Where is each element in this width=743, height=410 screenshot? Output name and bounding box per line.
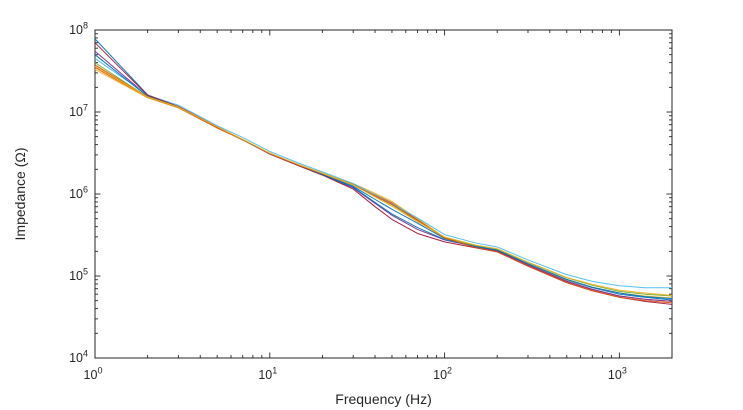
y-tick-label: 108 (69, 21, 88, 38)
y-tick-label: 104 (69, 349, 88, 366)
impedance-curve-series-8 (94, 54, 673, 300)
impedance-curve-series-5 (94, 62, 673, 297)
x-tick-label: 103 (608, 366, 627, 383)
x-tick-label: 102 (433, 366, 452, 383)
impedance-curve-series-10 (94, 65, 673, 296)
x-axis-label: Frequency (Hz) (335, 391, 431, 407)
impedance-curve-series-4 (94, 50, 673, 302)
impedance-curve-series-7 (94, 42, 673, 305)
impedance-curve-series-1 (94, 38, 673, 301)
y-axis-label: Impedance (Ω) (12, 148, 28, 241)
y-tick-label: 106 (69, 185, 88, 202)
y-tick-label: 107 (69, 103, 88, 120)
impedance-curve-series-2 (94, 66, 673, 302)
x-tick-label: 101 (258, 366, 277, 383)
axes-box (94, 29, 673, 359)
impedance-curve-series-3 (94, 69, 673, 299)
impedance-curve-series-9 (94, 64, 673, 304)
y-tick-label: 105 (69, 267, 88, 284)
x-tick-label: 100 (84, 366, 103, 383)
impedance-curve-series-6 (94, 58, 672, 289)
